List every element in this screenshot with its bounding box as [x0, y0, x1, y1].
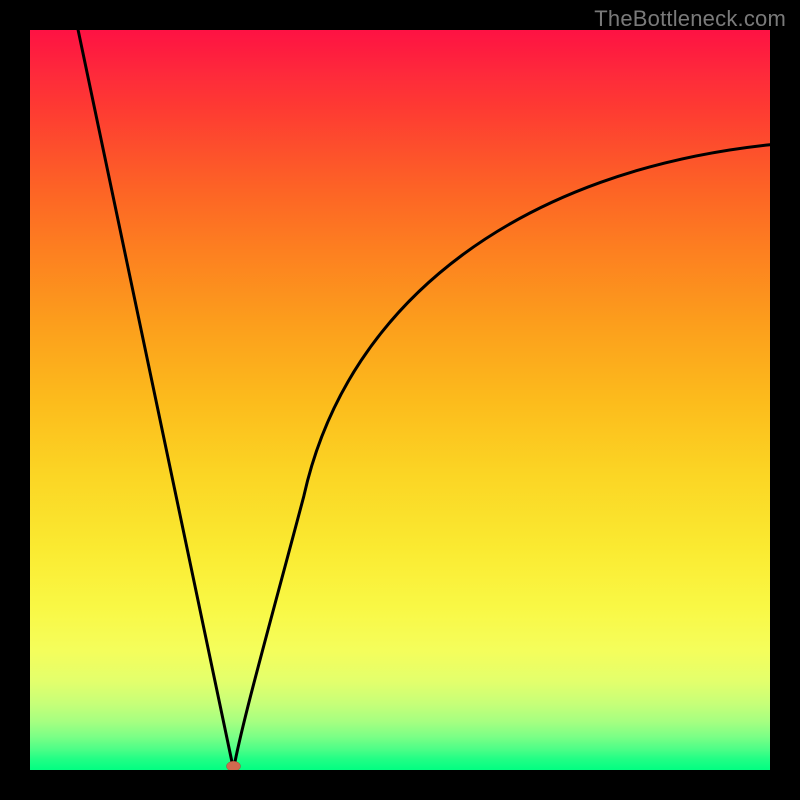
figure-container: TheBottleneck.com: [0, 0, 800, 800]
gradient-background: [30, 30, 770, 770]
vertex-marker: [227, 761, 241, 770]
chart-svg: [30, 30, 770, 770]
watermark-label: TheBottleneck.com: [594, 6, 786, 32]
plot-area: [30, 30, 770, 770]
